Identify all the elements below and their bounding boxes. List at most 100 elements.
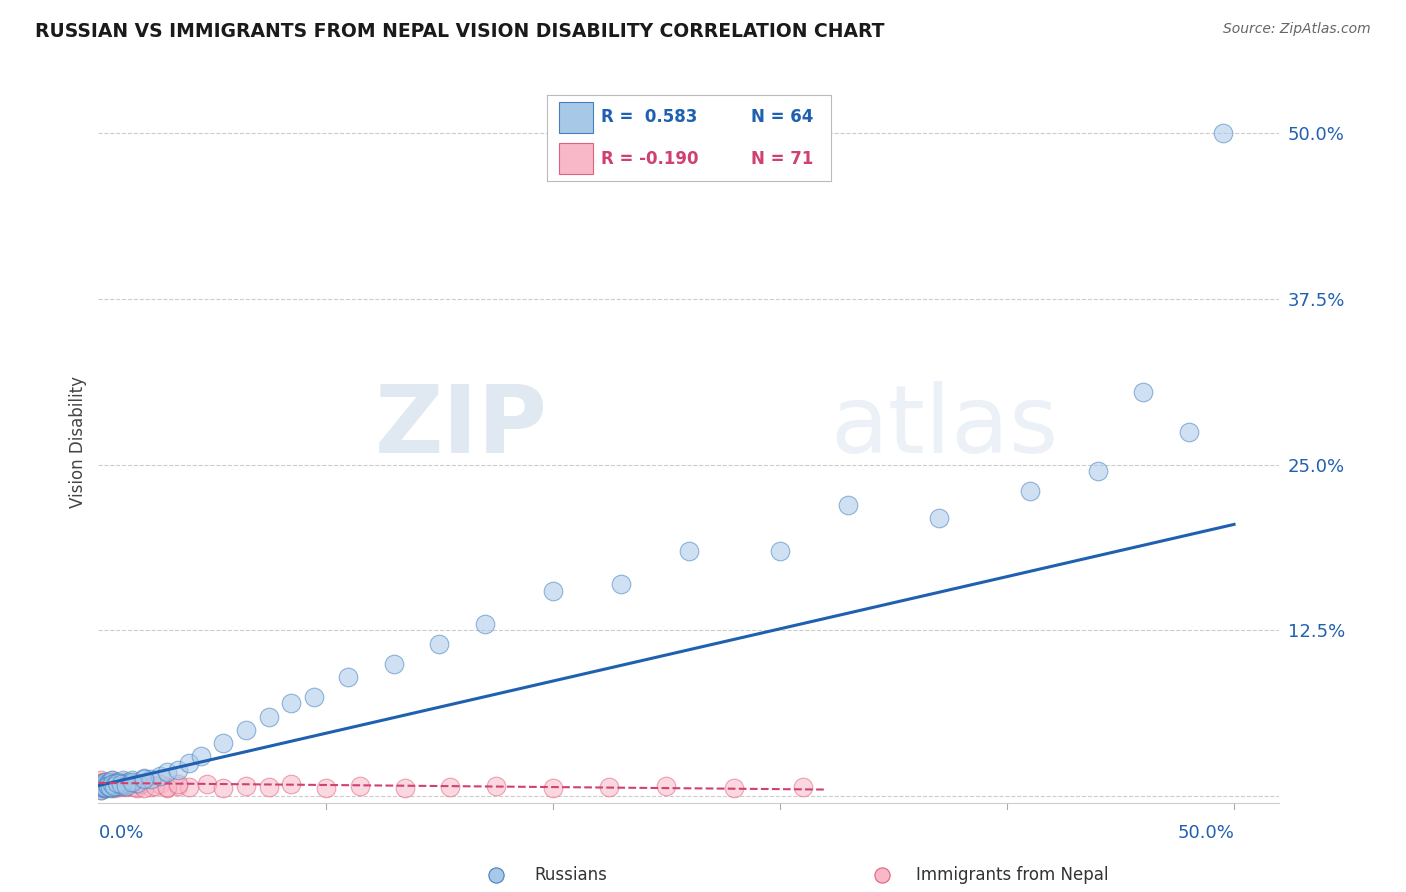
Point <box>167 777 190 791</box>
Point <box>105 777 128 791</box>
Point <box>394 781 416 796</box>
Point <box>96 779 118 793</box>
Point <box>108 779 131 793</box>
Point <box>315 781 337 796</box>
Point <box>837 498 859 512</box>
Point <box>110 779 132 793</box>
Point <box>114 779 136 793</box>
Point <box>94 779 117 793</box>
Point <box>349 779 371 793</box>
Point <box>598 780 620 794</box>
Point <box>1177 425 1199 439</box>
Point <box>101 777 124 791</box>
Point <box>96 774 118 789</box>
Point <box>91 780 114 794</box>
Point <box>101 773 124 788</box>
Point <box>167 779 190 793</box>
Point <box>98 780 121 794</box>
Point <box>94 779 117 793</box>
Point <box>121 773 143 788</box>
Point <box>1212 126 1234 140</box>
Text: Source: ZipAtlas.com: Source: ZipAtlas.com <box>1223 22 1371 37</box>
Point <box>337 670 360 684</box>
Text: RUSSIAN VS IMMIGRANTS FROM NEPAL VISION DISABILITY CORRELATION CHART: RUSSIAN VS IMMIGRANTS FROM NEPAL VISION … <box>35 22 884 41</box>
Point <box>96 779 118 793</box>
Point <box>139 772 162 786</box>
Point <box>541 781 564 796</box>
Point <box>655 779 678 793</box>
Point <box>179 780 201 794</box>
Point <box>96 776 118 790</box>
Point <box>382 657 405 671</box>
Point <box>302 690 325 704</box>
Text: Immigrants from Nepal: Immigrants from Nepal <box>917 866 1108 884</box>
Point <box>98 774 121 789</box>
Point <box>235 723 257 737</box>
Point <box>98 777 121 791</box>
Point <box>120 776 142 790</box>
Point <box>108 776 131 790</box>
Point <box>128 777 150 791</box>
Point <box>870 868 893 882</box>
Point <box>114 779 136 793</box>
Point <box>98 781 121 796</box>
Point <box>101 779 124 793</box>
Point <box>105 774 128 789</box>
Point <box>96 777 118 791</box>
Point <box>110 777 132 791</box>
Point <box>98 776 121 790</box>
Point <box>541 583 564 598</box>
Point <box>103 780 125 794</box>
Point <box>96 777 118 791</box>
Point <box>117 777 139 791</box>
Point <box>124 780 146 794</box>
Point <box>280 697 302 711</box>
Point <box>197 777 219 791</box>
Text: 0.0%: 0.0% <box>98 824 143 842</box>
Point <box>149 769 172 783</box>
Point <box>101 780 124 794</box>
Point <box>125 776 148 790</box>
Point <box>280 777 302 791</box>
Point <box>723 781 745 796</box>
Point <box>190 749 212 764</box>
Point <box>792 780 814 794</box>
Point <box>928 510 950 524</box>
Point <box>101 777 124 791</box>
Point <box>91 776 114 790</box>
Point <box>132 781 155 796</box>
Point <box>132 772 155 786</box>
Point <box>103 774 125 789</box>
Point <box>112 776 135 790</box>
Point <box>101 777 124 791</box>
Point <box>103 779 125 793</box>
Point <box>112 773 135 788</box>
Point <box>427 637 450 651</box>
Point <box>91 781 114 796</box>
Point <box>94 781 117 796</box>
Point <box>610 577 633 591</box>
Point <box>98 779 121 793</box>
Point <box>96 780 118 794</box>
Point <box>90 776 112 790</box>
Point <box>1087 464 1109 478</box>
Point <box>94 774 117 789</box>
Point <box>257 709 280 723</box>
Point <box>155 781 177 796</box>
Point <box>94 776 117 790</box>
Point <box>105 776 128 790</box>
Point <box>139 780 162 794</box>
Point <box>91 777 114 791</box>
Text: atlas: atlas <box>831 381 1059 473</box>
Point <box>101 773 124 788</box>
Point <box>117 774 139 789</box>
Point <box>94 780 117 794</box>
Point <box>155 780 177 794</box>
Point <box>485 868 508 882</box>
Y-axis label: Vision Disability: Vision Disability <box>69 376 87 508</box>
Point <box>103 779 125 793</box>
Point <box>94 777 117 791</box>
Point <box>1018 484 1040 499</box>
Point <box>439 780 461 794</box>
Point <box>98 776 121 790</box>
